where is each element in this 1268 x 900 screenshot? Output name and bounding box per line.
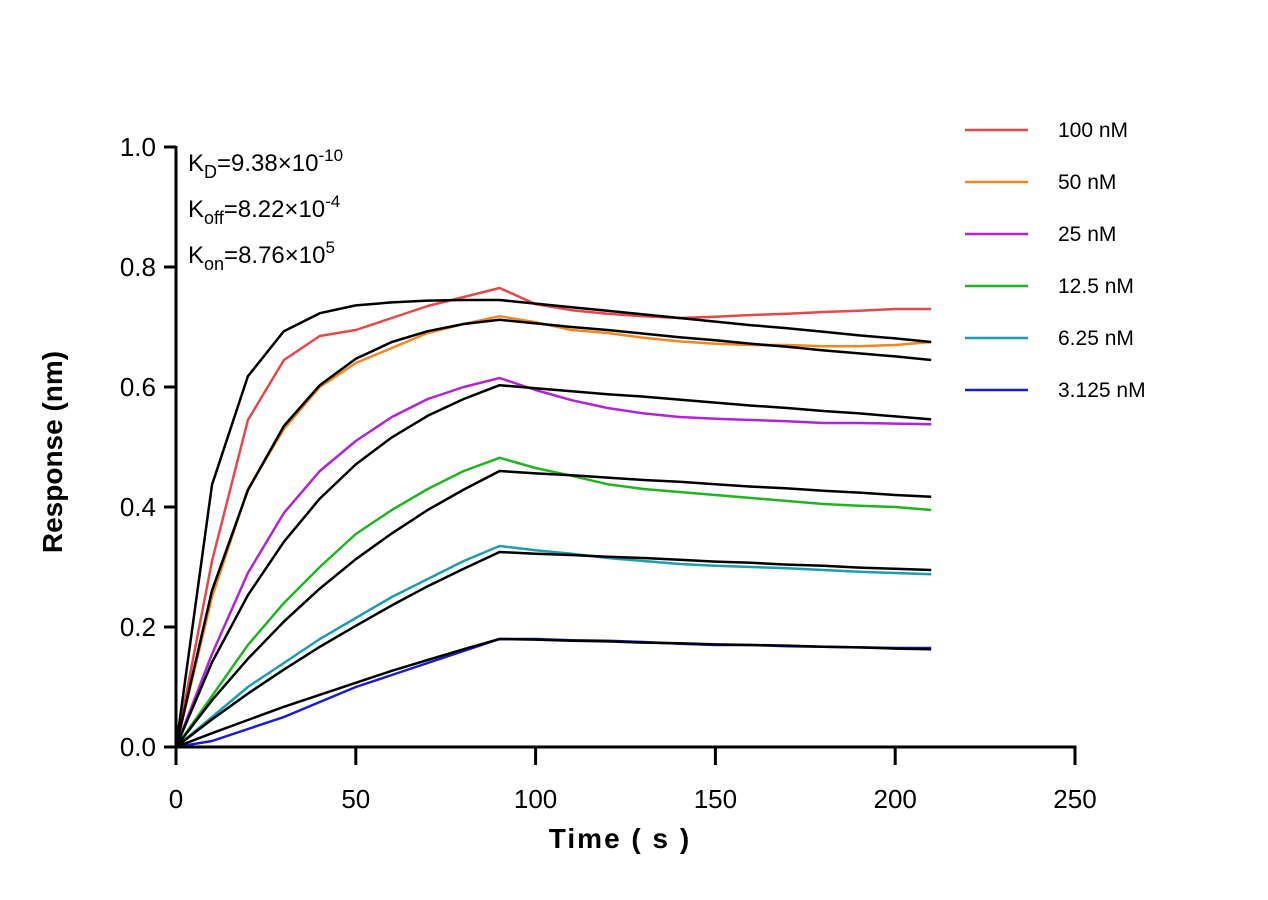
y-tick-label: 1.0 (120, 132, 156, 162)
annotation-subscript: D (204, 162, 217, 182)
y-tick-label: 0.8 (120, 252, 156, 282)
legend-label: 6.25 nM (1058, 327, 1134, 350)
annotation-subscript: on (204, 254, 224, 274)
annotation-text: =8.76×10 (224, 242, 325, 269)
fit-line (174, 383, 932, 748)
annotation-exponent: -4 (325, 192, 340, 211)
y-tick-label: 0.0 (120, 732, 156, 762)
x-axis-title: Time ( s ) (549, 823, 691, 854)
x-tick-label: 200 (874, 784, 917, 814)
data-line (174, 376, 932, 748)
x-tick-label: 250 (1053, 784, 1096, 814)
x-tick-label: 100 (514, 784, 557, 814)
data-line (175, 544, 932, 748)
fit-line (174, 318, 932, 748)
annotation-symbol: K (188, 242, 204, 269)
annotation-exponent: -10 (318, 146, 343, 165)
y-tick-label: 0.2 (120, 612, 156, 642)
annotation: Koff=8.22×10-4 (188, 192, 340, 228)
fit-line (175, 637, 932, 749)
y-tick-label: 0.4 (120, 492, 156, 522)
annotation-symbol: K (188, 196, 204, 223)
legend-label: 50 nM (1058, 171, 1116, 194)
fit-line (174, 298, 932, 748)
annotation-text: =8.22×10 (224, 196, 325, 223)
fit-line (175, 550, 932, 748)
annotation-text: =9.38×10 (217, 150, 318, 177)
legend-label: 100 nM (1058, 119, 1128, 142)
legend-label: 25 nM (1058, 223, 1116, 246)
y-tick-label: 0.6 (120, 372, 156, 402)
fit-line (175, 469, 932, 748)
annotation-symbol: K (188, 150, 204, 177)
data-line (174, 456, 932, 748)
annotation: Kon=8.76×105 (188, 238, 335, 274)
annotation-exponent: 5 (325, 238, 334, 257)
annotation-subscript: off (204, 208, 225, 228)
legend-label: 3.125 nM (1058, 379, 1146, 402)
y-axis-title: Response (nm) (37, 351, 68, 553)
x-tick-label: 50 (341, 784, 370, 814)
data-line (174, 286, 932, 748)
x-tick-label: 150 (694, 784, 737, 814)
annotation: KD=9.38×10-10 (188, 146, 343, 182)
legend-label: 12.5 nM (1058, 275, 1134, 298)
x-tick-label: 0 (169, 784, 183, 814)
